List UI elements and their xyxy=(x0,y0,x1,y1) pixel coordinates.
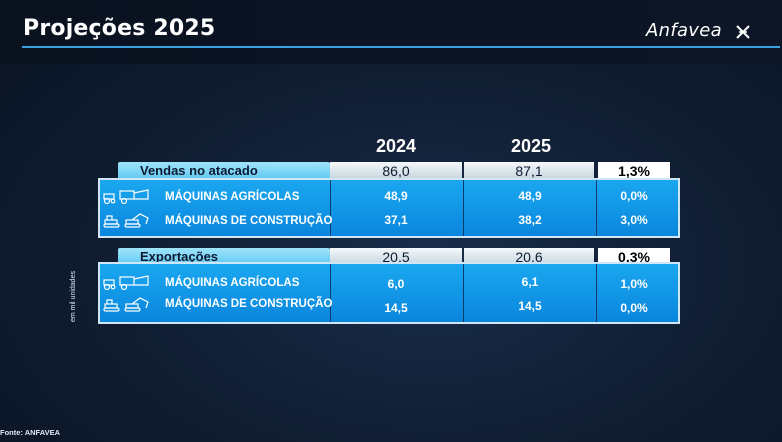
source-note: Fonte: ANFAVEA xyxy=(0,428,60,437)
anfavea-logo-mark-icon xyxy=(736,25,750,39)
section-label: Vendas no atacado xyxy=(140,163,258,178)
row-label-construcao: MÁQUINAS DE CONSTRUÇÃO xyxy=(165,298,333,310)
excavator-icon xyxy=(103,297,149,312)
exportacoes-agricolas-2025: 6,1 xyxy=(521,275,539,289)
units-note: em mil unidades xyxy=(70,271,77,322)
vendas-construcao-pct: 3,0% xyxy=(620,213,648,227)
exportacoes-agricolas-pct: 1,0% xyxy=(620,277,648,291)
row-label-agricolas: MÁQUINAS AGRÍCOLAS xyxy=(165,191,300,203)
exportacoes-detail-block xyxy=(98,262,680,324)
vendas-construcao-2025: 38,2 xyxy=(518,213,542,227)
section-header-vendas: Vendas no atacado xyxy=(118,162,330,180)
title-divider xyxy=(22,46,780,48)
exportacoes-total-2025: 20,6 xyxy=(464,248,594,266)
divider xyxy=(330,180,331,236)
column-header-2025: 2025 xyxy=(510,136,552,156)
vendas-detail-block xyxy=(98,178,680,238)
section-header-exportacoes: Exportações xyxy=(118,248,330,266)
divider xyxy=(596,180,597,236)
anfavea-logo: Anfavea xyxy=(646,20,722,41)
vendas-total-2025: 87,1 xyxy=(464,162,594,180)
excavator-icon xyxy=(103,213,149,228)
tractor-harvester-icon xyxy=(103,189,149,204)
divider xyxy=(463,264,464,322)
vendas-total-2024: 86,0 xyxy=(330,162,462,180)
vendas-construcao-2024: 37,1 xyxy=(384,213,408,227)
exportacoes-total-pct: 0,3% xyxy=(598,248,670,266)
vendas-agricolas-2024: 48,9 xyxy=(384,189,408,203)
exportacoes-agricolas-2024: 6,0 xyxy=(387,277,405,291)
top-bar xyxy=(0,0,782,64)
exportacoes-total-2024: 20,5 xyxy=(330,248,462,266)
section-label: Exportações xyxy=(140,249,219,264)
tractor-harvester-icon xyxy=(103,275,149,290)
divider xyxy=(596,264,597,322)
divider xyxy=(330,264,331,322)
exportacoes-construcao-2024: 14,5 xyxy=(384,301,408,315)
row-label-agricolas: MÁQUINAS AGRÍCOLAS xyxy=(165,277,300,289)
row-label-construcao: MÁQUINAS DE CONSTRUÇÃO xyxy=(165,215,333,227)
exportacoes-construcao-2025: 14,5 xyxy=(518,299,542,313)
vendas-agricolas-pct: 0,0% xyxy=(620,189,648,203)
divider xyxy=(463,180,464,236)
page-title: Projeções 2025 xyxy=(23,16,216,41)
exportacoes-construcao-pct: 0,0% xyxy=(620,301,648,315)
vendas-total-pct: 1,3% xyxy=(598,162,670,180)
column-header-2024: 2024 xyxy=(375,136,417,156)
vendas-agricolas-2025: 48,9 xyxy=(518,189,542,203)
